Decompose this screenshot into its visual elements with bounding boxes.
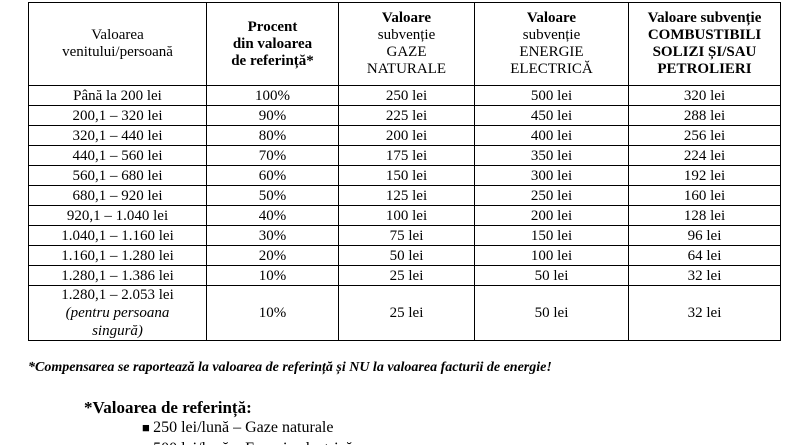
header-line: Procent [247, 18, 298, 35]
header-cell: Procent din valoarea de referință* [206, 2, 339, 86]
table-row: 1.160,1 – 1.280 lei 20% 50 lei 100 lei 64 le… [28, 245, 781, 266]
reference-title: *Valoarea de referință: [84, 398, 252, 417]
table-cell: 100 lei [474, 245, 629, 266]
header-line: de referință* [231, 52, 314, 69]
header-line: Valoare [381, 10, 432, 26]
header-cell: Valoare subvenție COMBUSTIBILI SOLIZI ȘI/S… [628, 2, 781, 86]
table-cell: 175 lei [338, 145, 475, 166]
table-cell: 32 lei [628, 265, 781, 286]
table-row: 560,1 – 680 lei 60% 150 lei 300 lei 192 lei [28, 165, 781, 186]
table-cell: 1.040,1 – 1.160 lei [28, 225, 207, 246]
table-cell: 90% [206, 105, 339, 126]
table-cell: 50 lei [338, 245, 475, 266]
table-cell: 225 lei [338, 105, 475, 126]
footnote: *Compensarea se raportează la valoarea d… [28, 360, 552, 375]
table-cell: 224 lei [628, 145, 781, 166]
table-cell: 200 lei [474, 205, 629, 226]
table-cell: 440,1 – 560 lei [28, 145, 207, 166]
header-line: PETROLIERI [657, 61, 752, 77]
table-row: 1.280,1 – 1.386 lei 10% 25 lei 50 lei 32 lei [28, 265, 781, 286]
table-cell: 320,1 – 440 lei [28, 125, 207, 146]
table-row: Până la 200 lei 100% 250 lei 500 lei 320 lei [28, 85, 781, 106]
table-cell: 32 lei [628, 285, 781, 341]
header-row: Valoarea venitului/persoană Procent din val… [28, 2, 781, 86]
header-line: Valoare [526, 10, 577, 26]
table-row: 200,1 – 320 lei 90% 225 lei 450 lei 288 lei [28, 105, 781, 126]
header-line: GAZE [386, 44, 427, 60]
table-cell: 60% [206, 165, 339, 186]
table-cell: 920,1 – 1.040 lei [28, 205, 207, 226]
table-cell: 350 lei [474, 145, 629, 166]
table-row: 1.040,1 – 1.160 lei 30% 75 lei 150 lei 96 le… [28, 225, 781, 246]
table-cell: 288 lei [628, 105, 781, 126]
table-body: Până la 200 lei 100% 250 lei 500 lei 320 lei… [28, 85, 781, 341]
table-cell: 1.160,1 – 1.280 lei [28, 245, 207, 266]
table-cell: 50 lei [474, 265, 629, 286]
header-line: subvenție [377, 27, 436, 43]
table-cell: 160 lei [628, 185, 781, 206]
table-cell: Până la 200 lei [28, 85, 207, 106]
table-cell: 250 lei [474, 185, 629, 206]
table-row: 1.280,1 – 2.053 lei (pentru persoana singu… [28, 285, 781, 341]
table-cell: 100% [206, 85, 339, 106]
table-cell: 300 lei [474, 165, 629, 186]
header-line: COMBUSTIBILI [647, 27, 762, 43]
table-cell: 192 lei [628, 165, 781, 186]
table-cell: 250 lei [338, 85, 475, 106]
table-row: 440,1 – 560 lei 70% 175 lei 350 lei 224 lei [28, 145, 781, 166]
table-cell: 10% [206, 265, 339, 286]
header-cell: Valoarea venitului/persoană [28, 2, 207, 86]
table-cell: 50% [206, 185, 339, 206]
table-cell: 200,1 – 320 lei [28, 105, 207, 126]
table-row: 920,1 – 1.040 lei 40% 100 lei 200 lei 128 le… [28, 205, 781, 226]
table-cell: 320 lei [628, 85, 781, 106]
cell-line: 1.280,1 – 2.053 lei [61, 287, 174, 303]
table-cell: 150 lei [338, 165, 475, 186]
header-cell: Valoare subvenție GAZE NATURALE [338, 2, 475, 86]
table-row: 680,1 – 920 lei 50% 125 lei 250 lei 160 lei [28, 185, 781, 206]
table-cell: 96 lei [628, 225, 781, 246]
header-line: Valoarea [91, 27, 144, 43]
table-cell: 30% [206, 225, 339, 246]
cell-line: (pentru persoana [65, 305, 170, 321]
cell-line: singură) [92, 323, 143, 339]
table-cell: 560,1 – 680 lei [28, 165, 207, 186]
table-cell: 680,1 – 920 lei [28, 185, 207, 206]
header-line: ELECTRICĂ [510, 61, 593, 77]
table-cell: 1.280,1 – 2.053 lei (pentru persoana singu… [28, 285, 207, 341]
table-cell: 75 lei [338, 225, 475, 246]
header-line: NATURALE [366, 61, 447, 77]
header-line: ENERGIE [519, 44, 584, 60]
header-line: subvenție [522, 27, 581, 43]
table-cell: 70% [206, 145, 339, 166]
subsidy-table: Valoarea venitului/persoană Procent din val… [28, 2, 781, 341]
table-cell: 50 lei [474, 285, 629, 341]
table-cell: 25 lei [338, 265, 475, 286]
table-cell: 500 lei [474, 85, 629, 106]
reference-item: 500 lei/lună – Energie electrică [142, 440, 353, 445]
reference-item: 250 lei/lună – Gaze naturale [142, 419, 333, 437]
table-cell: 100 lei [338, 205, 475, 226]
header-cell: Valoare subvenție ENERGIE ELECTRICĂ [474, 2, 629, 86]
table-cell: 125 lei [338, 185, 475, 206]
table-cell: 10% [206, 285, 339, 341]
table-cell: 150 lei [474, 225, 629, 246]
table-cell: 64 lei [628, 245, 781, 266]
table-cell: 200 lei [338, 125, 475, 146]
header-line: venitului/persoană [62, 44, 173, 60]
header-line: din valoarea [232, 35, 313, 52]
table-cell: 256 lei [628, 125, 781, 146]
table-cell: 450 lei [474, 105, 629, 126]
table-cell: 1.280,1 – 1.386 lei [28, 265, 207, 286]
table-cell: 25 lei [338, 285, 475, 341]
header-line: SOLIZI ȘI/SAU [652, 44, 757, 60]
table-cell: 20% [206, 245, 339, 266]
table-row: 320,1 – 440 lei 80% 200 lei 400 lei 256 lei [28, 125, 781, 146]
header-line: Valoare subvenție [647, 10, 762, 26]
table-cell: 40% [206, 205, 339, 226]
table-cell: 80% [206, 125, 339, 146]
table-cell: 128 lei [628, 205, 781, 226]
table-cell: 400 lei [474, 125, 629, 146]
